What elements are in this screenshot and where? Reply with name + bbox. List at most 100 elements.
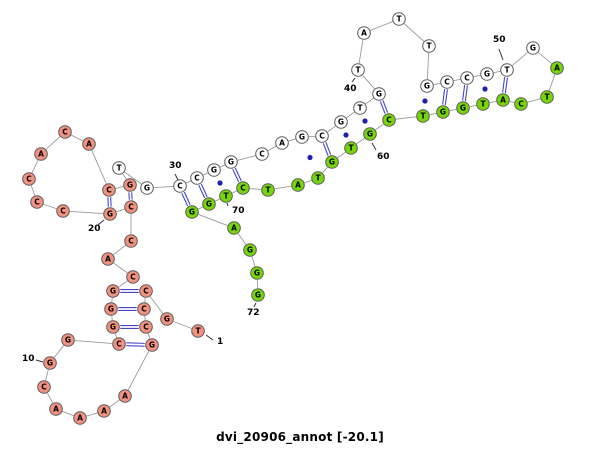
backbone-segment (153, 185, 174, 189)
backbone-segment (237, 233, 247, 245)
nucleotide-14-circle (112, 337, 126, 351)
basepair-bond (464, 85, 468, 102)
nucleotide-61-circle (416, 109, 430, 123)
position-label-1: 1 (217, 337, 223, 347)
nucleotide-72-circle (185, 205, 199, 219)
basepair-bond (325, 142, 332, 155)
nucleotide-63-base: G (367, 130, 373, 139)
backbone-segment (149, 296, 164, 314)
nucleotide-33-base: C (177, 182, 183, 191)
backbone-segment (489, 100, 497, 104)
nucleotide-28-circle (82, 137, 96, 151)
basepair-dot (307, 154, 313, 161)
basepair-bond (442, 88, 446, 105)
nucleotide-1-base: T (195, 327, 201, 336)
nucleotide-54-circle (550, 61, 564, 75)
backbone-segment (62, 411, 74, 416)
nucleotide-53-circle (526, 41, 540, 55)
nucleotide-8-base: A (101, 407, 107, 416)
nucleotide-43-circle (372, 87, 386, 101)
position-label-40: 40 (344, 84, 357, 94)
basepair-dot (422, 98, 428, 104)
backbone-segment (251, 256, 256, 267)
basepair-dot (362, 118, 368, 124)
nucleotide-45-base: A (361, 29, 367, 38)
nucleotide-51-base: G (484, 70, 490, 79)
nucleotide-34-circle (190, 171, 204, 185)
backbone-segment (69, 210, 104, 215)
position-label-72: 72 (247, 308, 260, 318)
nucleotide-30-base: G (127, 181, 133, 190)
nucleotide-73-base: A (231, 224, 237, 233)
nucleotide-74-circle (243, 243, 257, 257)
nucleotide-27-circle (58, 125, 72, 139)
nucleotide-5-base: C (143, 323, 149, 332)
nucleotide-68-base: T (265, 186, 271, 195)
backbone-segment (429, 112, 437, 116)
nucleotide-44-base: T (355, 66, 361, 75)
nucleotide-55-circle (540, 90, 554, 104)
nucleotide-6-circle (145, 338, 159, 352)
position-tick-30 (174, 173, 179, 181)
nucleotide-46-circle (392, 12, 406, 26)
basepair-bond (198, 184, 206, 199)
position-label-10: 10 (22, 354, 35, 364)
backbone-segment (115, 186, 124, 189)
basepair-bond (126, 342, 145, 344)
backbone-segment (538, 52, 552, 64)
basepair-bond (382, 100, 389, 113)
backbone-segment (74, 340, 113, 344)
basepair-bond (126, 345, 145, 347)
nucleotide-67-base: A (295, 181, 301, 190)
backbone-segment (109, 399, 120, 408)
backbone-segment (473, 74, 481, 78)
nucleotide-71-circle (202, 197, 216, 211)
nucleotide-14-base: C (116, 340, 122, 349)
nucleotide-44-circle (351, 63, 365, 77)
nucleotide-57-circle (496, 93, 510, 107)
basepair-bond (502, 76, 506, 93)
backbone-segment (449, 108, 457, 112)
nucleotide-40-base: C (319, 132, 325, 141)
backbone-segment (127, 350, 150, 391)
nucleotide-10-circle (49, 402, 63, 416)
nucleotide-69-base: C (240, 184, 246, 193)
nucleotide-29-base: C (106, 186, 112, 195)
nucleotide-3-circle (139, 284, 153, 298)
basepair-dot (343, 132, 349, 138)
backbone-segment (147, 333, 151, 339)
nucleotide-12-circle (43, 356, 57, 370)
nucleotide-57-base: A (500, 96, 506, 105)
nucleotide-5-circle (139, 320, 153, 334)
nucleotide-65-base: G (329, 158, 335, 167)
nucleotide-27-base: C (62, 128, 68, 137)
position-tick-10 (35, 359, 44, 363)
nucleotide-66-base: T (315, 174, 321, 183)
nucleotide-37-circle (255, 147, 269, 161)
nucleotide-11-circle (37, 380, 51, 394)
nucleotide-33-circle (173, 179, 187, 193)
nucleotide-59-base: G (460, 104, 466, 113)
position-label-70: 70 (232, 206, 245, 216)
nucleotide-50-circle (460, 71, 474, 85)
backbone-segment (198, 206, 203, 210)
nucleotide-23-circle (56, 204, 70, 218)
basepair-bond (232, 168, 240, 183)
nucleotide-46-base: T (396, 15, 402, 24)
backbone-segment (356, 137, 365, 145)
nucleotide-41-base: G (338, 118, 344, 127)
nucleotide-7-base: A (122, 392, 128, 401)
nucleotide-15-base: G (110, 323, 116, 332)
position-tick-72 (253, 302, 257, 308)
nucleotide-23-base: C (60, 207, 66, 216)
backbone-segment (232, 190, 237, 194)
backbone-segment (220, 164, 225, 168)
nucleotide-17-base: G (110, 287, 116, 296)
backbone-segment (362, 74, 375, 90)
backbone-segment (375, 123, 384, 131)
backbone-segment (346, 111, 355, 119)
nucleotide-17-circle (106, 284, 120, 298)
nucleotide-58-circle (476, 97, 490, 111)
nucleotide-47-base: T (426, 42, 432, 51)
